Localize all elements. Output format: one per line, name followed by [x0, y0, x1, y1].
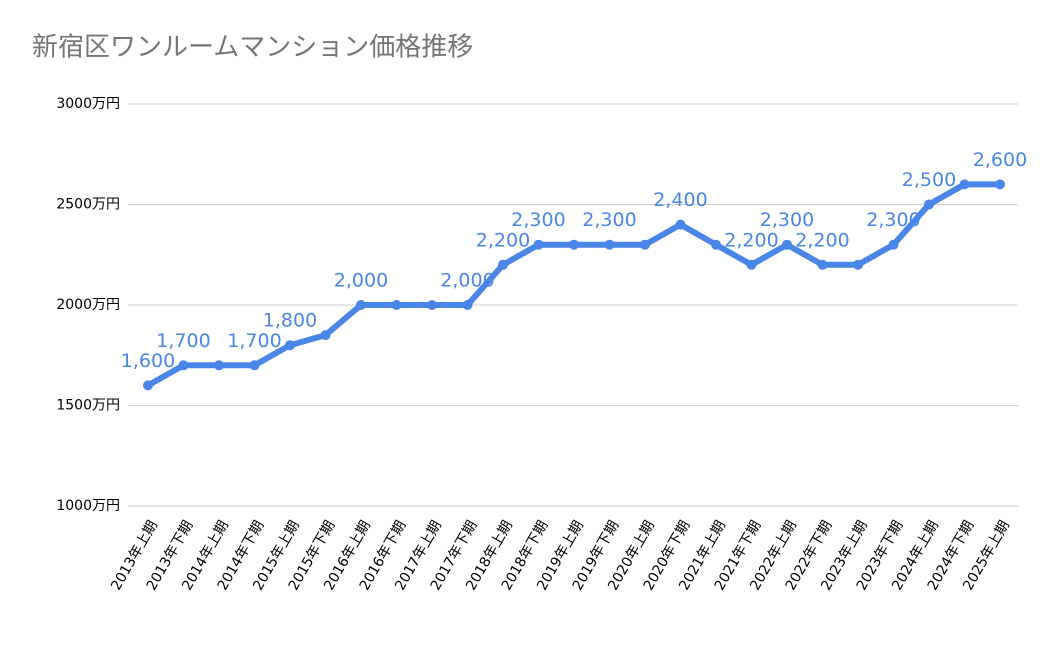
value-label: 2,300 [582, 209, 636, 231]
value-label: 2,400 [653, 189, 707, 211]
point [462, 300, 473, 310]
value-label: 2,500 [902, 169, 956, 191]
point [711, 239, 721, 250]
point [178, 360, 189, 371]
value-label: 2,300 [511, 209, 565, 231]
y-tick-label: 2000万円 [56, 297, 120, 313]
point [604, 239, 615, 250]
point [391, 300, 402, 310]
point [995, 179, 1005, 190]
point [427, 300, 437, 310]
point [498, 259, 508, 270]
point [143, 380, 153, 391]
value-label: 2,000 [334, 270, 388, 292]
point [888, 239, 899, 250]
y-tick-label: 1000万円 [56, 498, 120, 514]
y-tick-label: 3000万円 [56, 96, 120, 112]
value-label: 1,600 [121, 350, 175, 372]
value-label: 1,700 [156, 330, 210, 352]
point [533, 239, 544, 250]
point [249, 360, 260, 371]
point [959, 179, 970, 190]
value-label: 2,200 [724, 229, 778, 251]
point [285, 340, 295, 351]
point [782, 239, 792, 250]
value-label: 1,700 [227, 330, 281, 352]
value-label: 2,000 [440, 270, 494, 292]
point [214, 360, 224, 371]
value-label: 1,800 [263, 310, 317, 332]
point [356, 300, 366, 310]
y-tick-label: 1500万円 [56, 398, 120, 414]
value-label: 2,200 [795, 229, 849, 251]
point [640, 239, 650, 250]
value-label: 2,200 [476, 229, 530, 251]
point [569, 239, 579, 250]
point [320, 330, 331, 341]
value-label: 2,300 [866, 209, 920, 231]
point [853, 259, 863, 270]
point [746, 259, 757, 270]
value-label: 2,300 [760, 209, 814, 231]
value-label: 2,600 [973, 149, 1027, 171]
point [924, 199, 934, 210]
point [817, 259, 828, 270]
chart-title: 新宿区ワンルームマンション価格推移 [32, 33, 473, 63]
point [675, 219, 686, 230]
y-tick-label: 2500万円 [56, 197, 120, 213]
